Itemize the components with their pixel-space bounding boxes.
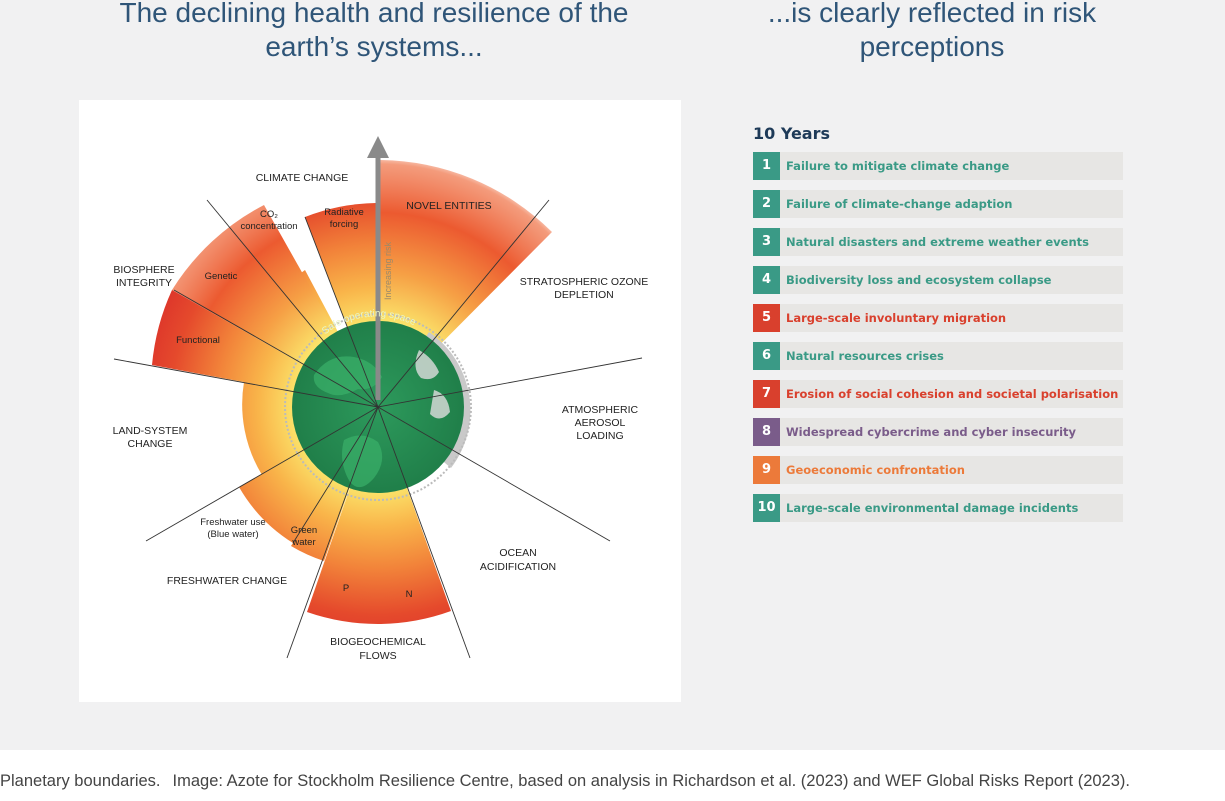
label-green-water-line1: Green [291, 525, 317, 536]
risk-label: Large-scale environmental damage inciden… [786, 501, 1079, 515]
risk-label: Erosion of social cohesion and societal … [786, 387, 1119, 401]
caption-title: Planetary boundaries. [0, 772, 161, 790]
label-climate-change: CLIMATE CHANGE [256, 172, 349, 184]
label-functional: Functional [176, 335, 220, 346]
risk-rank-badge: 7 [753, 380, 780, 408]
label-ocean-line2: ACIDIFICATION [480, 561, 556, 573]
caption-credit: Image: Azote for Stockholm Resilience Ce… [172, 772, 1130, 790]
risk-rank-badge: 6 [753, 342, 780, 370]
increasing-risk-label: Increasing risk [383, 241, 393, 300]
label-phosphorus: P [343, 583, 349, 594]
label-biosphere-line1: BIOSPHERE [113, 264, 174, 276]
risk-rank-badge: 1 [753, 152, 780, 180]
risk-row: 6 Natural resources crises [753, 342, 1123, 370]
globe-continent [313, 356, 382, 396]
risk-label: Widespread cybercrime and cyber insecuri… [786, 425, 1077, 439]
risk-rank-badge: 10 [753, 494, 780, 522]
risk-rank-badge: 9 [753, 456, 780, 484]
label-co2-line2: concentration [240, 221, 297, 232]
risk-rank-badge: 4 [753, 266, 780, 294]
label-radiative-line1: Radiative [324, 207, 364, 218]
label-biogeo-line2: FLOWS [359, 650, 396, 662]
risk-row: 1 Failure to mitigate climate change [753, 152, 1123, 180]
risk-list: 1 Failure to mitigate climate change 2 Fail… [753, 152, 1123, 522]
label-ozone-line2: DEPLETION [554, 289, 614, 301]
label-blue-water-line1: Freshwater use [200, 517, 265, 528]
caption: Planetary boundaries. Image: Azote for St… [0, 772, 1225, 791]
label-aerosol-line3: LOADING [576, 430, 623, 442]
risk-rank-badge: 5 [753, 304, 780, 332]
label-novel-entities: NOVEL ENTITIES [406, 200, 491, 212]
right-heading: ...is clearly reflected in risk percepti… [767, 0, 1097, 62]
label-ozone-line1: STRATOSPHERIC OZONE [520, 276, 649, 288]
risk-label: Natural resources crises [786, 349, 944, 363]
label-co2-line1: CO₂ [260, 209, 278, 220]
risk-label: Biodiversity loss and ecosystem collapse [786, 273, 1052, 287]
risk-label: Failure of climate-change adaption [786, 197, 1013, 211]
risk-rank-badge: 3 [753, 228, 780, 256]
label-green-water-line2: water [291, 537, 315, 548]
risk-rank-badge: 2 [753, 190, 780, 218]
label-land-line1: LAND-SYSTEM [113, 425, 188, 437]
risk-row: 2 Failure of climate-change adaption [753, 190, 1123, 218]
boundary-dividers [113, 199, 643, 659]
risk-label: Failure to mitigate climate change [786, 159, 1010, 173]
risk-row: 9 Geoeconomic confrontation [753, 456, 1123, 484]
globe-continent [415, 350, 439, 380]
label-biosphere-line2: INTEGRITY [116, 277, 172, 289]
risk-row: 5 Large-scale involuntary migration [753, 304, 1123, 332]
label-aerosol-line2: AEROSOL [575, 417, 626, 429]
left-heading: The declining health and resilience of t… [119, 0, 629, 62]
risk-row: 7 Erosion of social cohesion and societal… [753, 380, 1123, 408]
label-radiative-line2: forcing [330, 219, 359, 230]
label-nitrogen: N [406, 589, 413, 600]
risk-ranking-panel: 10 Years 1 Failure to mitigate climate ch… [753, 122, 1123, 532]
globe-continent [430, 390, 450, 419]
planetary-boundaries-diagram: Increasing risk Safe operating space CLI… [79, 100, 681, 702]
risk-rank-badge: 8 [753, 418, 780, 446]
risk-row: 3 Natural disasters and extreme weather e… [753, 228, 1123, 256]
risk-row: 10 Large-scale environmental damage incid… [753, 494, 1123, 522]
label-genetic: Genetic [205, 271, 238, 282]
risk-label: Geoeconomic confrontation [786, 463, 965, 477]
risk-label: Large-scale involuntary migration [786, 311, 1007, 325]
label-aerosol-line1: ATMOSPHERIC [562, 404, 639, 416]
risk-row: 8 Widespread cybercrime and cyber insecur… [753, 418, 1123, 446]
label-freshwater-change: FRESHWATER CHANGE [167, 575, 287, 587]
risk-label: Natural disasters and extreme weather ev… [786, 235, 1090, 249]
label-ocean-line1: OCEAN [499, 547, 536, 559]
risk-row: 4 Biodiversity loss and ecosystem collaps… [753, 266, 1123, 294]
increasing-risk-arrow: Increasing risk [367, 136, 393, 400]
label-biogeo-line1: BIOGEOCHEMICAL [330, 636, 426, 648]
label-blue-water-line2: (Blue water) [207, 529, 258, 540]
risk-panel-title: 10 Years [753, 124, 831, 143]
label-land-line2: CHANGE [128, 438, 173, 450]
